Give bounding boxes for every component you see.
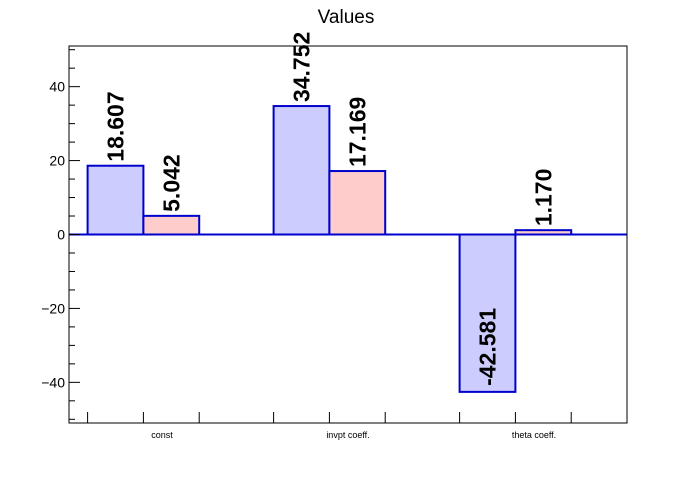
y-tick-label: 20 [49,153,65,169]
value-label: 18.607 [103,91,129,161]
value-label: 1.170 [530,169,556,227]
value-labels-layer: 18.607 34.752 -42.581 5.042 17.169 1.170 [103,32,557,386]
y-tick-label: 40 [49,79,65,95]
bar-series1-const [86,164,145,236]
chart-title: Values [318,7,375,28]
value-label: 5.042 [158,154,184,212]
value-label: 34.752 [289,32,315,102]
x-category-label: invpt coeff. [326,430,369,440]
bar-series1-invpt-coeff- [272,105,331,236]
axes-layer: −40 −20 0 20 40 const invpt coeff. theta coeff. [41,45,628,440]
value-label: -42.581 [475,308,501,386]
y-tick-label: −20 [41,300,65,316]
y-tick-label: −40 [41,374,65,390]
y-tick-label: 0 [57,227,65,243]
bar-series2-invpt-coeff- [328,170,387,236]
bar-series2-const [142,214,201,236]
x-category-label: const [151,430,173,440]
value-label: 17.169 [344,97,370,167]
x-category-label: theta coeff. [512,430,556,440]
